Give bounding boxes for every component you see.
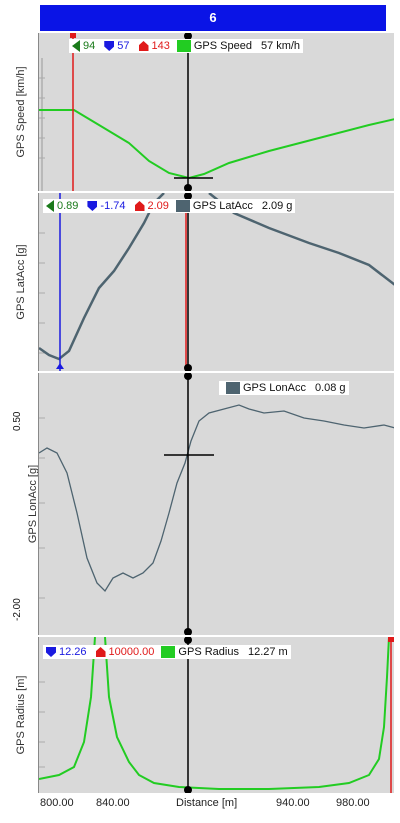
- speed-max-value: 143: [151, 40, 170, 52]
- speed-plot[interactable]: 94 57 143 GPS Speed 57 km/h: [38, 33, 394, 191]
- min-marker-icon: [104, 41, 115, 51]
- lonacc-trace-svg: [39, 373, 394, 635]
- x-axis-label: Distance [m]: [176, 797, 238, 809]
- latacc-legend: 0.89 -1.74 2.09 GPS LatAcc 2.09 g: [43, 199, 296, 213]
- radius-panel[interactable]: GPS Radius [m] 12.26 10000.00 GPS Radius…: [8, 637, 394, 793]
- speed-channel-value: 57: [260, 40, 274, 52]
- lap-header[interactable]: 6: [40, 5, 386, 31]
- latacc-channel-name: GPS LatAcc: [192, 200, 253, 212]
- radius-ylabel: GPS Radius [m]: [15, 675, 27, 755]
- lap-number: 6: [209, 10, 217, 25]
- speed-ylabel: GPS Speed [km/h]: [15, 66, 27, 158]
- radius-swatch: [161, 646, 176, 658]
- radius-max-value: 10000.00: [108, 646, 155, 658]
- radius-channel-name: GPS Radius: [178, 646, 239, 658]
- latacc-swatch: [175, 200, 190, 212]
- min-marker-icon: [87, 201, 98, 211]
- latacc-plot[interactable]: 0.89 -1.74 2.09 GPS LatAcc 2.09 g: [38, 193, 394, 371]
- max-marker-icon: [95, 647, 106, 657]
- x-tick-940: 940.00: [276, 797, 310, 809]
- speed-trace: [39, 109, 394, 180]
- latacc-min-value: -1.74: [100, 200, 126, 212]
- latacc-left-value: 0.89: [57, 200, 79, 212]
- max-marker-icon: [134, 201, 145, 211]
- radius-plot[interactable]: 12.26 10000.00 GPS Radius 12.27 m: [38, 637, 394, 793]
- latacc-channel-value: 2.09: [261, 200, 284, 212]
- lonacc-ytick-top: 0.50: [12, 411, 23, 431]
- lonacc-channel-name: GPS LonAcc: [243, 382, 306, 394]
- speed-left-value: 94: [83, 40, 96, 52]
- latacc-channel-unit: g: [286, 200, 293, 212]
- lonacc-channel-value: 0.08: [314, 382, 337, 394]
- lonacc-swatch: [226, 382, 240, 394]
- lonacc-trace: [39, 404, 394, 593]
- latacc-max-value: 2.09: [147, 200, 169, 212]
- radius-channel-unit: m: [278, 646, 288, 658]
- speed-swatch: [176, 40, 191, 52]
- speed-panel[interactable]: GPS Speed [km/h] 94 57 143 GPS: [8, 33, 394, 191]
- lonacc-ytick-bottom: -2.00: [12, 598, 23, 621]
- lonacc-plot[interactable]: GPS LonAcc 0.08 g: [38, 373, 394, 635]
- x-tick-800: 800.00: [40, 797, 74, 809]
- radius-trace: [39, 637, 390, 790]
- min-marker-icon: [46, 647, 56, 657]
- left-marker-icon: [72, 40, 80, 52]
- radius-legend: 12.26 10000.00 GPS Radius 12.27 m: [43, 645, 291, 659]
- speed-trace-svg: [39, 33, 394, 191]
- lonacc-channel-unit: g: [339, 382, 346, 394]
- speed-channel-unit: km/h: [276, 40, 301, 52]
- speed-channel-name: GPS Speed: [193, 40, 252, 52]
- left-marker-icon: [46, 200, 54, 212]
- max-marker-icon: [138, 41, 149, 51]
- latacc-panel[interactable]: GPS LatAcc [g] 0.89 -1.74 2.09 GPS La: [8, 193, 394, 371]
- radius-channel-value: 12.27: [247, 646, 276, 658]
- x-tick-980: 980.00: [336, 797, 370, 809]
- speed-legend: 94 57 143 GPS Speed 57 km/h: [69, 39, 304, 53]
- x-tick-840: 840.00: [96, 797, 130, 809]
- speed-min-value: 57: [117, 40, 130, 52]
- latacc-ylabel: GPS LatAcc [g]: [15, 244, 27, 320]
- x-axis: 800.00 840.00 Distance [m] 940.00 980.00: [38, 795, 394, 815]
- latacc-trace: [39, 193, 394, 361]
- latacc-trace-svg: [39, 193, 394, 371]
- radius-min-value: 12.26: [59, 646, 87, 658]
- lonacc-legend: GPS LonAcc 0.08 g: [219, 381, 349, 395]
- lonacc-panel[interactable]: GPS LonAcc [g] 0.50 -2.00 GPS LonAcc 0.0…: [8, 373, 394, 635]
- radius-trace-svg: [39, 637, 394, 793]
